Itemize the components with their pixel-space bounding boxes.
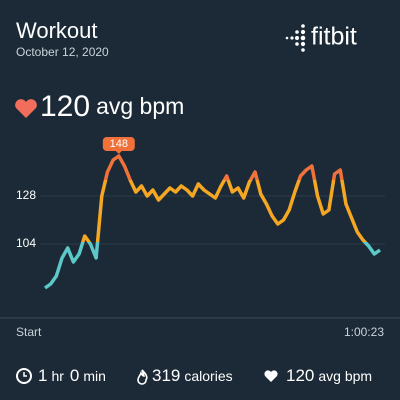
stat-unit: avg bpm: [318, 368, 372, 384]
flame-icon: [137, 369, 148, 385]
y-tick-label: 128: [16, 188, 36, 202]
value-label: 148: [110, 138, 128, 150]
footer-stat: 319 calories: [152, 366, 233, 385]
summary-unit: avg bpm: [96, 93, 184, 119]
stat-unit: calories: [184, 368, 232, 384]
footer-stat: 1 hr 0 min: [38, 366, 106, 385]
heart-icon: [15, 99, 37, 118]
stat-unit: hr: [51, 368, 64, 384]
summary-value: 120: [40, 90, 90, 123]
footer: 1 hr 0 min 319 calories 120 avg bpm: [16, 366, 372, 385]
heart-rate-line: [43, 154, 382, 290]
x-tick-label: 1:00:23: [344, 325, 384, 339]
label-badge: [102, 137, 135, 151]
heart-small-icon: [264, 370, 278, 382]
title: Workout: [16, 18, 98, 43]
logo-dots: [285, 24, 306, 52]
date: October 12, 2020: [16, 45, 109, 59]
chart: 104 128 Start 1:00:23 148: [16, 137, 385, 339]
stat-value: 0: [70, 366, 79, 385]
x-tick-label: Start: [16, 325, 42, 339]
footer-stat: 120 avg bpm: [286, 366, 372, 385]
stat-value: 1: [38, 366, 47, 385]
stat-value: 319: [152, 366, 180, 385]
y-tick-label: 104: [16, 236, 36, 250]
summary: 120 avg bpm: [40, 90, 184, 123]
clock-icon: [16, 368, 32, 384]
logo-text: fitbit: [311, 23, 357, 51]
stat-unit: min: [83, 368, 106, 384]
stat-value: 120: [286, 366, 314, 385]
